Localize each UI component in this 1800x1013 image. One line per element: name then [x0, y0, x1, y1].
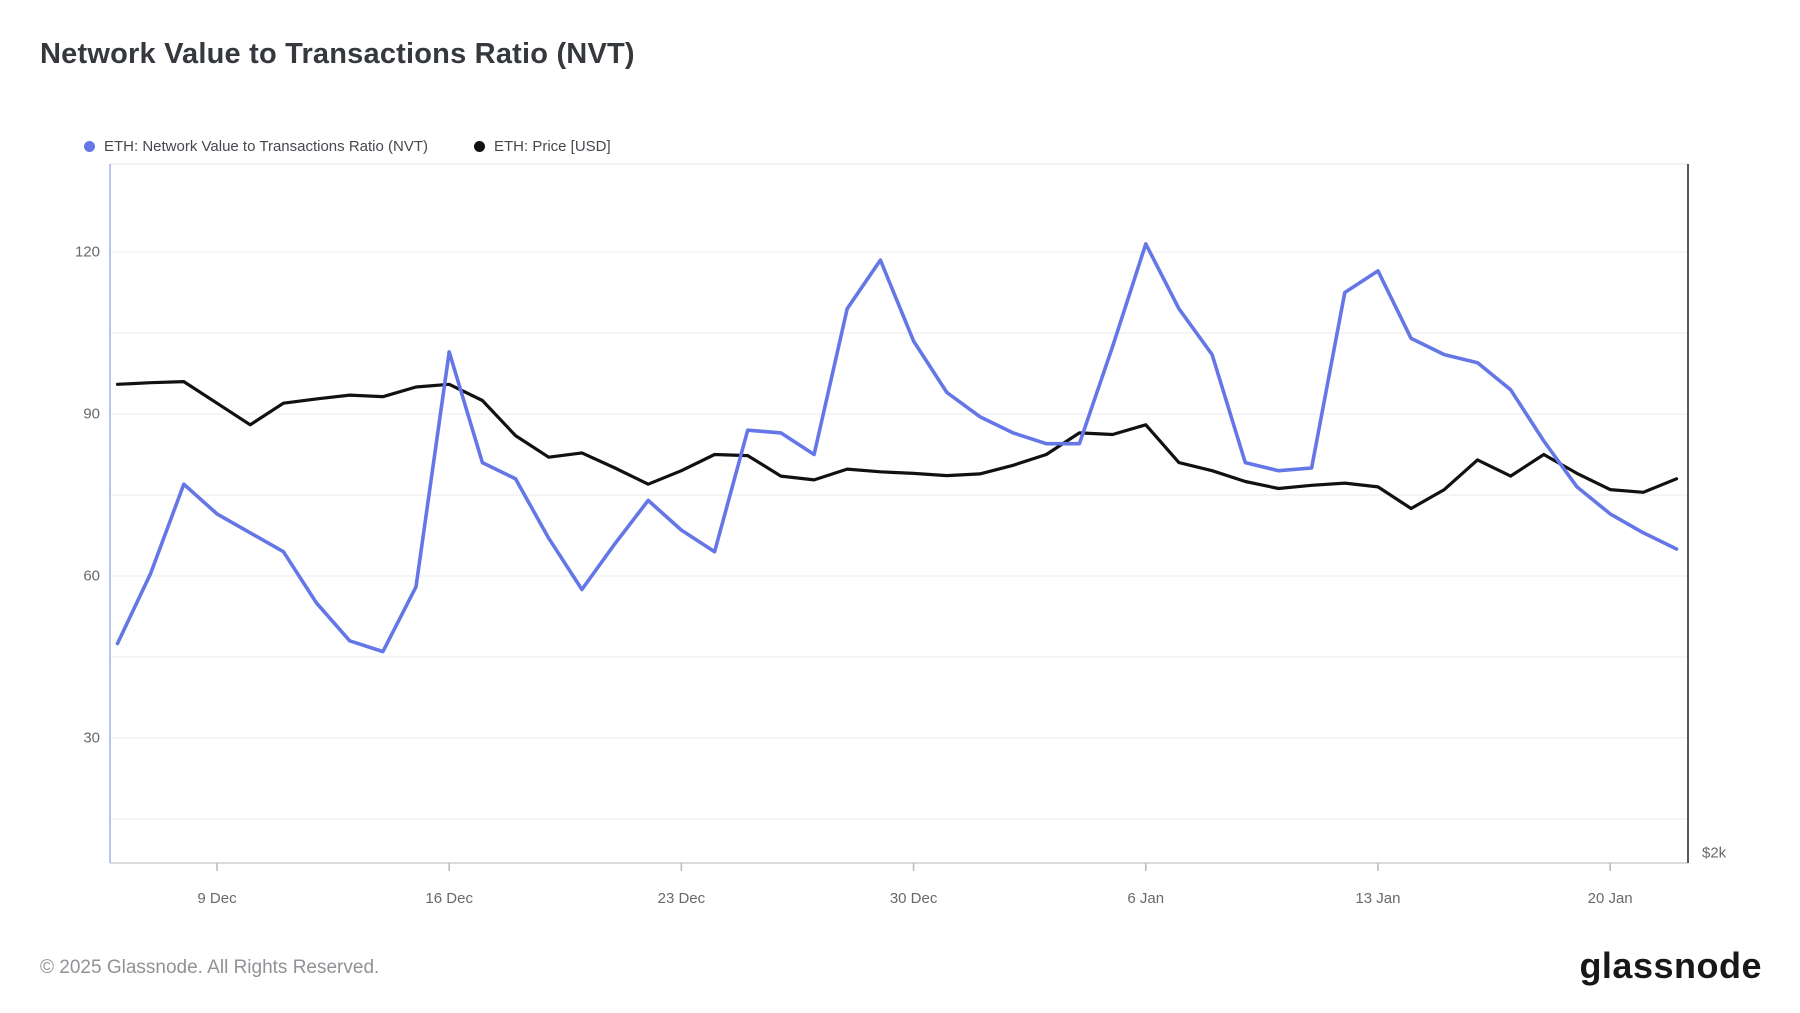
- nvt-line: [115, 242, 1679, 654]
- x-axis-label: 13 Jan: [1355, 890, 1401, 907]
- y-axis-label: 90: [83, 405, 100, 423]
- price-series-dot-icon: [474, 140, 485, 152]
- legend-item-price-label: ETH: Price [USD]: [494, 137, 611, 155]
- footer-copyright: © 2025 Glassnode. All Rights Reserved.: [40, 957, 380, 978]
- glassnode-logo[interactable]: glassnode: [1579, 945, 1762, 986]
- y-axis-label: 120: [74, 243, 100, 261]
- x-axis-label: 30 Dec: [889, 890, 938, 907]
- legend-item-nvt[interactable]: ETH: Network Value to Transactions Ratio…: [84, 138, 428, 155]
- x-axis-label: 16 Dec: [425, 890, 473, 907]
- legend-item-price[interactable]: ETH: Price [USD]: [474, 138, 611, 155]
- page-title: Network Value to Transactions Ratio (NVT…: [40, 38, 635, 70]
- x-axis-label: 6 Jan: [1127, 890, 1165, 907]
- legend-item-nvt-label: ETH: Network Value to Transactions Ratio…: [104, 137, 428, 155]
- y-axis-label: 60: [83, 567, 100, 585]
- price-line: [115, 380, 1679, 511]
- chart-legend: ETH: Network Value to Transactions Ratio…: [84, 136, 611, 156]
- x-axis-label: 9 Dec: [197, 890, 237, 907]
- x-axis-label: 23 Dec: [657, 890, 706, 907]
- right-axis-price-label: $2k: [1702, 844, 1727, 862]
- y-axis-label: 30: [83, 729, 100, 747]
- nvt-series-dot-icon: [84, 140, 95, 152]
- x-axis-label: 20 Jan: [1587, 890, 1633, 907]
